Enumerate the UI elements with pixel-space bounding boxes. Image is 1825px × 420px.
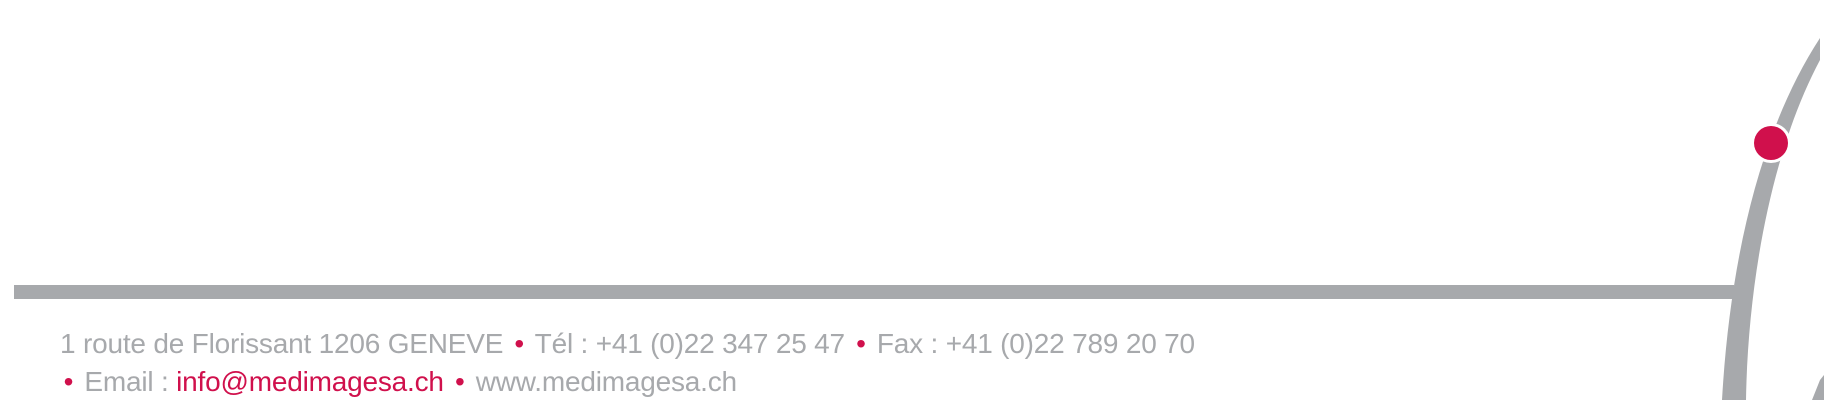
website-link[interactable]: www.medimagesa.ch [475,366,737,397]
email-link[interactable]: info@medimagesa.ch [176,366,444,397]
bullet-separator: • [514,328,524,359]
bullet-separator: • [856,328,866,359]
horizontal-rule [14,285,1734,299]
footer-contact-line: 1 route de Florissant 1206 GENEVE • Tél … [60,327,1195,361]
phone-text: Tél : +41 (0)22 347 25 47 [534,328,845,359]
bullet-separator: • [63,366,74,397]
footer-web-line: • Email : info@medimagesa.ch • www.medim… [60,365,738,399]
email-label: Email : [84,366,177,397]
swoosh-shape [1722,38,1820,400]
fax-text: Fax : +41 (0)22 789 20 70 [876,328,1195,359]
letter-i-swoosh-logo [1722,38,1824,400]
address-text: 1 route de Florissant 1206 GENEVE [60,328,504,359]
bullet-separator: • [454,366,465,397]
